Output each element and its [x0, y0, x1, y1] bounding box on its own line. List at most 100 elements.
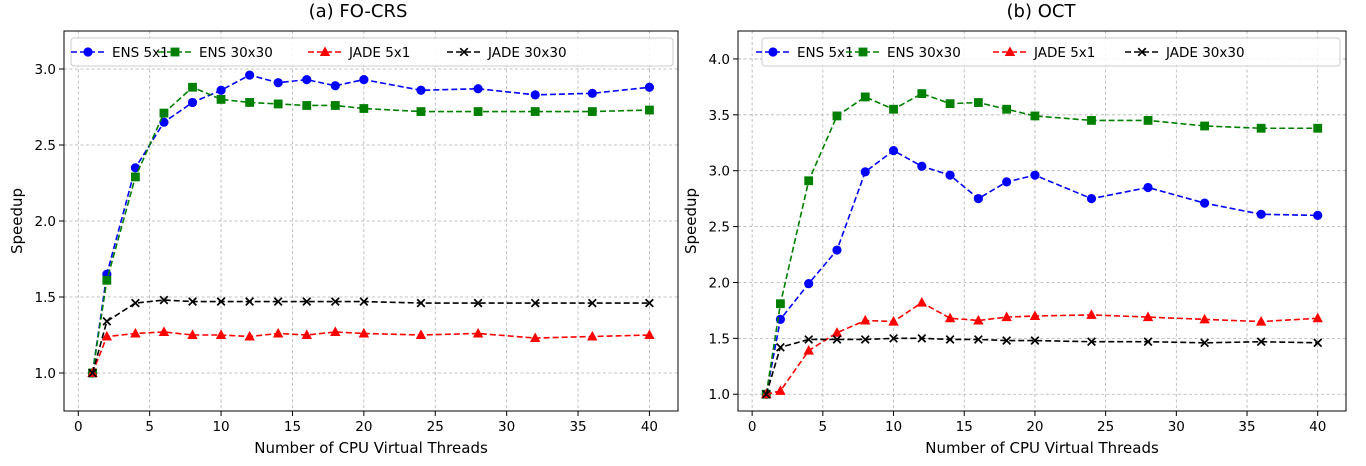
data-point-jade-5x1	[330, 326, 341, 336]
series-jade-30x30	[761, 333, 1323, 399]
legend-item-jade-30x30: JADE 30x30	[447, 45, 567, 61]
series-jade-30x30	[88, 295, 654, 378]
data-point-jade-30x30	[973, 335, 983, 344]
data-point-ens-30x30	[102, 275, 112, 285]
legend-label: JADE 30x30	[1165, 45, 1245, 61]
x-tick-label: 25	[427, 419, 444, 435]
data-point-jade-30x30	[416, 298, 426, 308]
legend-item-ens-5x1: ENS 5x1	[756, 45, 854, 61]
x-axis-label: Number of CPU Virtual Threads	[925, 439, 1159, 457]
data-point-jade-5x1	[831, 327, 843, 337]
data-point-jade-5x1	[130, 327, 141, 338]
data-point-ens-30x30	[1030, 111, 1040, 121]
data-point-jade-5x1	[215, 329, 227, 339]
y-tick-label: 2.0	[35, 214, 56, 230]
y-tick-label: 2.0	[709, 275, 730, 291]
data-point-ens-30x30	[416, 107, 426, 116]
data-point-jade-30x30	[1087, 337, 1096, 347]
data-point-ens-5x1	[1143, 182, 1153, 193]
legend-label: JADE 5x1	[1033, 45, 1095, 61]
data-point-ens-5x1	[473, 84, 483, 94]
legend-marker	[459, 47, 469, 57]
legend-item-jade-30x30: JADE 30x30	[1125, 45, 1245, 61]
data-point-ens-5x1	[1086, 194, 1097, 204]
data-point-ens-5x1	[587, 88, 597, 98]
legend: ENS 5x1 ENS 30x30 JADE 5x1 JADE 30x30	[70, 37, 674, 67]
data-point-ens-30x30	[330, 101, 340, 110]
legend-item-ens-30x30: ENS 30x30	[158, 45, 273, 61]
data-point-jade-5x1	[775, 385, 786, 395]
legend-label: JADE 30x30	[487, 45, 567, 61]
data-point-jade-30x30	[159, 295, 169, 305]
series-line-jade-5x1	[766, 301, 1318, 396]
data-point-jade-5x1	[358, 327, 370, 338]
data-point-ens-30x30	[1200, 121, 1210, 131]
data-point-jade-5x1	[1199, 313, 1210, 324]
plot-frame	[737, 30, 1347, 412]
data-point-ens-30x30	[832, 111, 842, 121]
data-point-jade-30x30	[216, 297, 226, 306]
data-point-jade-30x30	[945, 335, 955, 344]
series-line-ens-30x30	[91, 86, 650, 374]
data-point-jade-5x1	[415, 329, 427, 339]
x-tick-label: 25	[1097, 419, 1114, 435]
legend-marker	[1004, 46, 1016, 56]
x-tick-label: 40	[641, 419, 658, 435]
data-point-jade-5x1	[888, 315, 899, 326]
data-point-ens-5x1	[644, 82, 655, 92]
x-tick-label: 5	[145, 419, 154, 435]
data-point-ens-30x30	[1087, 116, 1096, 125]
data-point-jade-5x1	[1312, 312, 1323, 323]
data-point-ens-30x30	[1002, 104, 1012, 114]
data-point-ens-5x1	[216, 85, 226, 95]
data-point-ens-30x30	[645, 105, 654, 115]
data-point-ens-5x1	[1313, 210, 1323, 221]
data-point-jade-30x30	[302, 297, 312, 306]
series-line-jade-30x30	[765, 337, 1318, 395]
data-point-ens-5x1	[273, 78, 283, 88]
data-point-jade-30x30	[330, 297, 340, 306]
data-point-jade-30x30	[889, 333, 898, 343]
data-point-jade-30x30	[473, 298, 483, 308]
data-point-jade-30x30	[1256, 337, 1266, 347]
data-point-jade-30x30	[860, 335, 870, 344]
data-point-ens-5x1	[973, 194, 983, 204]
y-axis-label: Speedup	[682, 188, 700, 254]
data-point-jade-5x1	[944, 312, 956, 323]
legend-label: ENS 5x1	[797, 45, 854, 61]
data-point-jade-5x1	[244, 330, 255, 341]
x-tick-label: 10	[885, 419, 902, 435]
x-axis-label: Number of CPU Virtual Threads	[254, 439, 488, 457]
y-tick-label: 1.0	[709, 387, 730, 403]
data-point-ens-5x1	[302, 75, 312, 85]
x-tick-label: 20	[1026, 419, 1043, 435]
data-point-jade-30x30	[1143, 337, 1153, 347]
data-point-jade-30x30	[530, 298, 540, 308]
data-point-ens-5x1	[330, 81, 340, 91]
legend-label: ENS 30x30	[887, 45, 961, 61]
data-point-ens-5x1	[530, 90, 540, 100]
y-tick-label: 3.0	[709, 164, 730, 180]
y-tick-label: 1.0	[35, 366, 56, 382]
legend-marker	[319, 46, 331, 56]
y-tick-label: 2.5	[35, 138, 56, 154]
chart-title: (b) OCT	[1007, 1, 1077, 22]
x-tick-label: 0	[74, 419, 83, 435]
data-point-jade-5x1	[158, 326, 170, 336]
legend: ENS 5x1 ENS 30x30 JADE 5x1 JADE 30x30	[756, 37, 1341, 67]
data-point-jade-5x1	[1029, 310, 1041, 320]
series-line-ens-30x30	[765, 92, 1318, 395]
data-point-ens-5x1	[1002, 177, 1012, 187]
y-tick-label: 3.5	[709, 108, 730, 124]
x-axis: 0 5 10 15 20 25 30 35 40	[74, 411, 658, 435]
data-point-ens-30x30	[302, 101, 312, 110]
legend-marker	[170, 47, 180, 57]
x-tick-label: 40	[1309, 419, 1326, 435]
legend-item-ens-30x30: ENS 30x30	[846, 45, 961, 61]
data-point-ens-30x30	[359, 104, 369, 113]
series-line-jade-5x1	[91, 331, 650, 374]
x-tick-label: 15	[284, 419, 301, 435]
data-point-jade-30x30	[88, 368, 97, 378]
data-point-ens-5x1	[245, 70, 255, 80]
data-point-jade-30x30	[102, 316, 112, 326]
